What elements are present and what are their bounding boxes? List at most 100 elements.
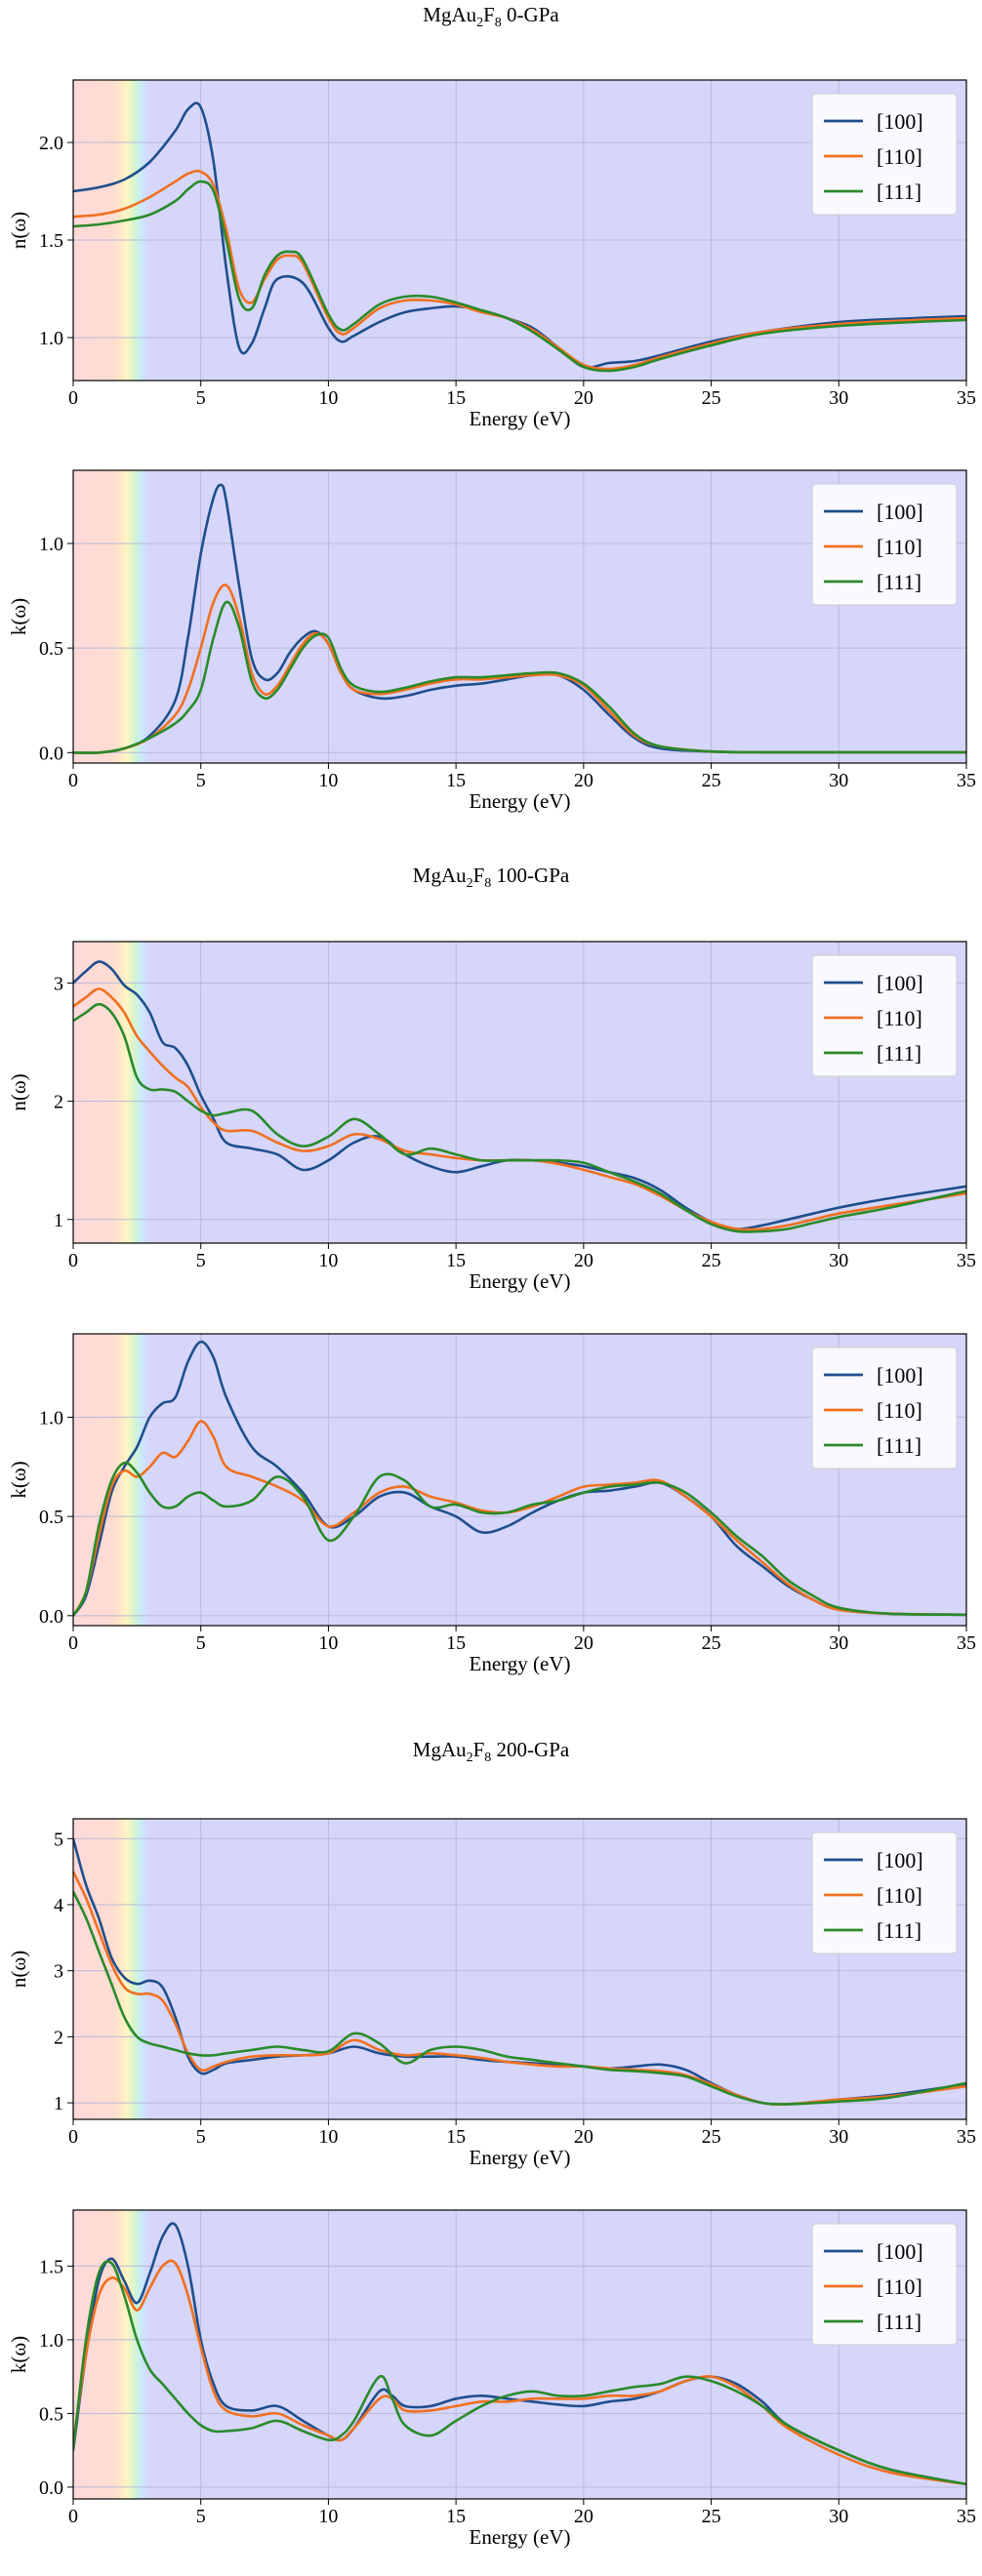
- y-tick-label: 1: [54, 2093, 63, 2114]
- axes-frame: [72, 2209, 967, 2500]
- x-tick-label: 10: [318, 2506, 338, 2527]
- series-line-110: [73, 987, 966, 1231]
- legend: [100] [110] [111]: [811, 1347, 958, 1469]
- y-axis-label: k(ω): [7, 2336, 30, 2373]
- legend: [100] [110] [111]: [811, 2223, 958, 2346]
- legend-label: [100]: [877, 1848, 923, 1872]
- series-line-111: [73, 1890, 966, 2106]
- y-tick-label: 5: [54, 1829, 63, 1850]
- axes-frame: [72, 1333, 967, 1627]
- x-tick-label: 10: [318, 1250, 338, 1271]
- x-tick-label: 10: [318, 2126, 338, 2148]
- panel-5: 0 5 10 15 20 25 30 35 0.0 0.5 1.0 1.5 Energy (eV) k(ω…: [7, 2209, 976, 2549]
- y-tick-label: 1.5: [39, 2256, 63, 2277]
- legend-label: [111]: [877, 1041, 921, 1066]
- x-tick-label: 5: [196, 2506, 206, 2527]
- y-tick-label: 1.0: [39, 2330, 63, 2352]
- x-tick-label: 25: [702, 2506, 721, 2527]
- x-tick-label: 30: [829, 2126, 848, 2148]
- legend-label: [110]: [877, 1006, 922, 1030]
- x-tick-label: 25: [702, 387, 721, 409]
- x-tick-label: 5: [196, 1632, 206, 1654]
- y-axis-label: n(ω): [7, 212, 30, 249]
- x-tick-label: 30: [829, 387, 848, 409]
- x-tick-label: 5: [196, 770, 206, 791]
- axes-frame: [72, 469, 967, 764]
- panel-3: 0 5 10 15 20 25 30 35 0.0 0.5 1.0 Energy (eV) k(ω) [1…: [7, 1333, 976, 1675]
- legend-label: [111]: [877, 180, 921, 204]
- y-tick-label: 0.5: [39, 1507, 63, 1528]
- y-tick-label: 2: [54, 2027, 63, 2048]
- y-tick-label: 0.5: [39, 2403, 63, 2425]
- x-tick-label: 0: [68, 770, 78, 791]
- x-tick-label: 30: [829, 770, 848, 791]
- legend-label: [100]: [877, 109, 923, 134]
- x-axis-label: Energy (eV): [470, 2525, 571, 2549]
- legend-label: [100]: [877, 1363, 923, 1388]
- series-line-100: [73, 1340, 966, 1617]
- y-tick-label: 2: [54, 1092, 63, 1113]
- series-line-110: [73, 1420, 966, 1617]
- axes-frame: [72, 1818, 967, 2120]
- visible-spectrum-band: [73, 80, 150, 381]
- visible-spectrum-band: [73, 942, 150, 1243]
- legend-label: [110]: [877, 1883, 922, 1908]
- legend-label: [110]: [877, 144, 922, 169]
- x-tick-label: 35: [957, 387, 976, 409]
- y-tick-label: 3: [54, 1961, 63, 1983]
- y-tick-label: 1.0: [39, 1407, 63, 1429]
- x-tick-label: 5: [196, 2126, 206, 2148]
- y-tick-label: 3: [54, 973, 63, 994]
- x-axis-label: Energy (eV): [470, 1652, 571, 1675]
- y-tick-label: 1.0: [39, 328, 63, 349]
- x-tick-label: 20: [574, 770, 593, 791]
- x-axis-label: Energy (eV): [470, 789, 571, 813]
- x-tick-label: 25: [702, 1632, 721, 1654]
- x-tick-label: 30: [829, 1250, 848, 1271]
- axes-frame: [72, 79, 967, 382]
- x-tick-label: 15: [446, 387, 466, 409]
- y-tick-label: 0.5: [39, 638, 63, 660]
- series-line-100: [73, 101, 966, 369]
- y-tick-label: 0.0: [39, 1606, 63, 1628]
- x-tick-label: 20: [574, 1632, 593, 1654]
- x-tick-label: 0: [68, 1250, 78, 1271]
- visible-spectrum-band: [73, 470, 150, 763]
- y-tick-label: 1: [54, 1210, 63, 1231]
- x-tick-label: 0: [68, 387, 78, 409]
- x-tick-label: 20: [574, 2126, 593, 2148]
- series-line-111: [73, 1002, 966, 1233]
- x-tick-label: 30: [829, 2506, 848, 2527]
- x-tick-label: 35: [957, 2506, 976, 2527]
- x-tick-label: 20: [574, 1250, 593, 1271]
- y-axis-label: n(ω): [7, 1951, 30, 1988]
- series-line-110: [73, 1871, 966, 2106]
- x-tick-label: 15: [446, 770, 466, 791]
- panel-1: 0 5 10 15 20 25 30 35 0.0 0.5 1.0 Energy (eV) k(ω) [1…: [7, 469, 976, 813]
- section-title-2: MgAu2F8 200-GPa: [413, 1738, 570, 1765]
- y-axis-label: k(ω): [7, 598, 30, 635]
- x-tick-label: 15: [446, 2506, 466, 2527]
- x-tick-label: 30: [829, 1632, 848, 1654]
- x-tick-label: 5: [196, 387, 206, 409]
- x-tick-label: 5: [196, 1250, 206, 1271]
- legend-label: [100]: [877, 500, 923, 524]
- x-tick-label: 20: [574, 2506, 593, 2527]
- x-tick-label: 0: [68, 1632, 78, 1654]
- y-tick-label: 1.0: [39, 534, 63, 555]
- y-tick-label: 0.0: [39, 2477, 63, 2499]
- section-title-1: MgAu2F8 100-GPa: [413, 864, 570, 891]
- x-tick-label: 35: [957, 770, 976, 791]
- series-line-111: [73, 180, 966, 373]
- x-tick-label: 20: [574, 387, 593, 409]
- legend-label: [100]: [877, 971, 923, 995]
- y-tick-label: 2.0: [39, 133, 63, 154]
- x-axis-label: Energy (eV): [470, 2146, 571, 2169]
- x-tick-label: 15: [446, 1250, 466, 1271]
- x-tick-label: 15: [446, 2126, 466, 2148]
- x-tick-label: 10: [318, 387, 338, 409]
- legend-label: [111]: [877, 2310, 921, 2334]
